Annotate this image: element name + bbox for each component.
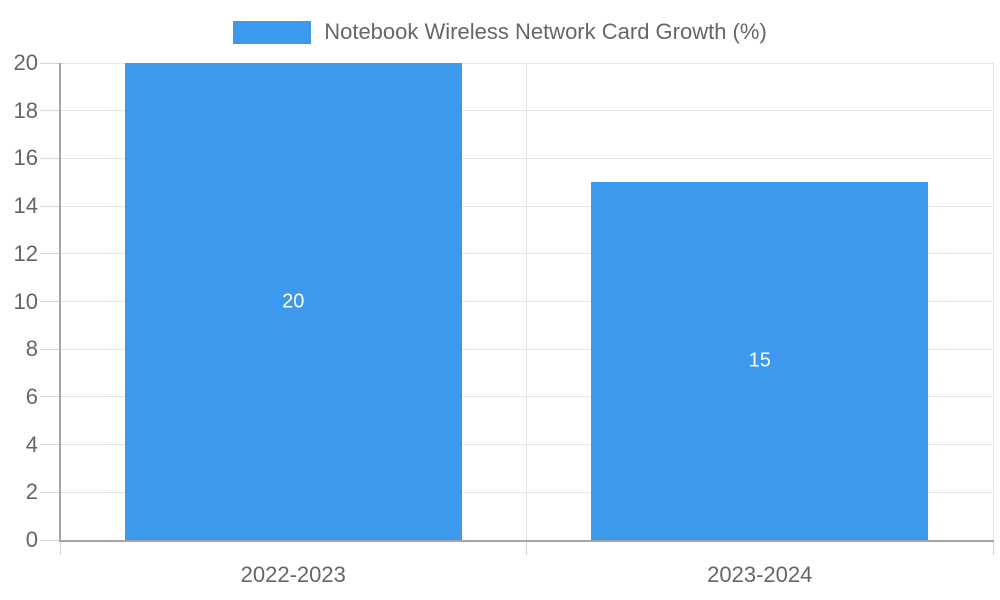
y-axis-line: [59, 63, 61, 540]
bar-value-label: 20: [282, 290, 305, 312]
y-axis-label: 8: [25, 336, 38, 362]
y-axis-tick: [40, 62, 59, 64]
y-axis-tick: [40, 444, 59, 446]
legend-label: Notebook Wireless Network Card Growth (%…: [324, 19, 767, 44]
x-axis-label: 2022-2023: [240, 562, 346, 587]
y-axis-label: 6: [25, 383, 38, 409]
bar[interactable]: 20: [124, 63, 462, 540]
y-axis-tick: [40, 205, 59, 207]
legend-item[interactable]: Notebook Wireless Network Card Growth (%…: [0, 12, 1000, 52]
y-axis-label: 20: [13, 50, 38, 75]
y-axis-label: 2: [25, 479, 38, 505]
y-axis-tick: [40, 110, 59, 112]
plot-area: [60, 62, 994, 540]
y-axis-tick: [40, 396, 59, 398]
bar-value-label: 15: [748, 349, 771, 372]
y-axis-tick: [40, 348, 59, 350]
gridline-vertical: [526, 63, 527, 540]
bar[interactable]: 15: [591, 182, 929, 540]
x-axis-tick: [992, 540, 994, 555]
y-axis-tick: [40, 253, 59, 255]
y-axis-label: 16: [13, 145, 38, 171]
x-axis-tick: [526, 540, 527, 555]
y-axis-label: 18: [13, 97, 38, 123]
x-axis-tick: [59, 540, 61, 555]
y-axis-label: 14: [13, 193, 38, 219]
y-axis-tick: [40, 301, 59, 302]
y-axis-label: 10: [13, 288, 38, 314]
gridline-vertical: [992, 63, 994, 540]
x-axis-label: 2023-2024: [707, 562, 813, 587]
y-axis-tick: [40, 539, 59, 541]
legend-swatch: [233, 20, 312, 44]
y-axis-tick: [40, 491, 59, 493]
y-axis-label: 0: [25, 527, 38, 552]
y-axis-tick: [40, 157, 59, 159]
y-axis-label: 12: [13, 240, 38, 266]
x-axis-line: [59, 540, 994, 542]
y-axis-label: 4: [25, 431, 38, 457]
